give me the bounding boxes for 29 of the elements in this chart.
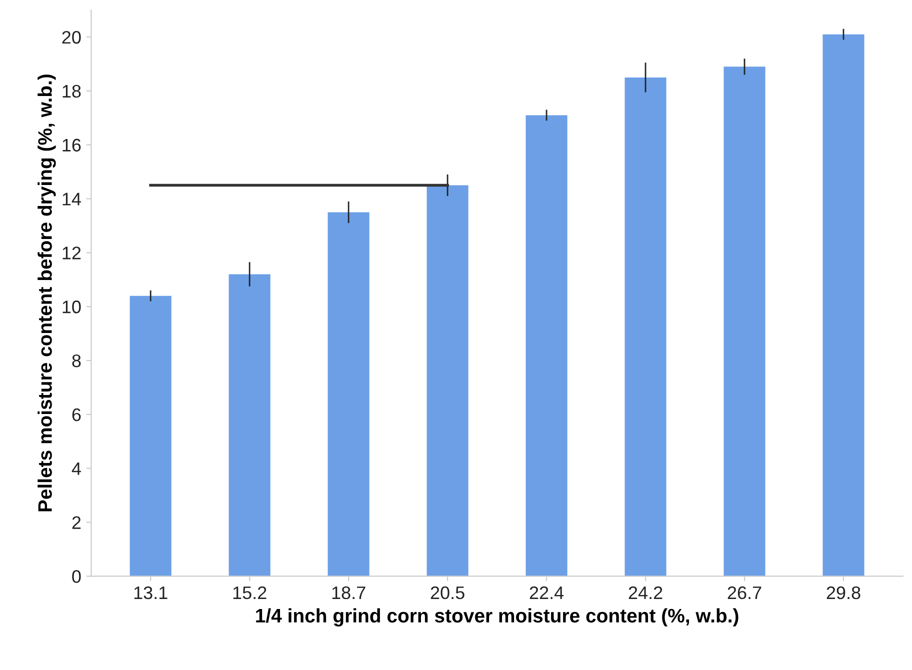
bar — [822, 34, 864, 576]
y-tick-label: 4 — [72, 462, 81, 475]
x-tick-label: 15.2 — [233, 586, 266, 600]
y-tick-label: 10 — [62, 300, 81, 314]
y-tick-label: 20 — [62, 30, 81, 44]
x-tick-label: 18.7 — [332, 586, 366, 600]
x-tick-label: 22.4 — [530, 586, 564, 600]
bar — [724, 66, 766, 576]
x-tick-label: 24.2 — [628, 586, 662, 600]
x-tick-label: 20.5 — [430, 586, 464, 600]
bar — [228, 274, 270, 576]
y-tick-label: 6 — [72, 408, 81, 422]
bar — [426, 185, 468, 576]
bar — [130, 296, 172, 576]
y-tick-label: 8 — [72, 354, 81, 368]
y-tick-label: 14 — [62, 192, 81, 206]
y-tick-label: 12 — [62, 246, 81, 260]
x-axis-title: 1/4 inch grind corn stover moisture content (%, w.b.) — [256, 608, 738, 627]
bar — [624, 77, 666, 576]
y-tick-label: 2 — [72, 516, 81, 529]
bar — [526, 115, 568, 576]
x-tick-label: 29.8 — [826, 586, 860, 600]
x-tick-label: 26.7 — [728, 586, 762, 600]
y-axis-title: Pellets moisture content before drying (%, w.b.) — [38, 74, 56, 512]
y-tick-label: 0 — [72, 570, 81, 583]
bar — [328, 212, 370, 576]
x-tick-label: 13.1 — [134, 586, 168, 600]
y-tick-label: 16 — [62, 138, 81, 152]
y-tick-label: 18 — [62, 84, 81, 98]
